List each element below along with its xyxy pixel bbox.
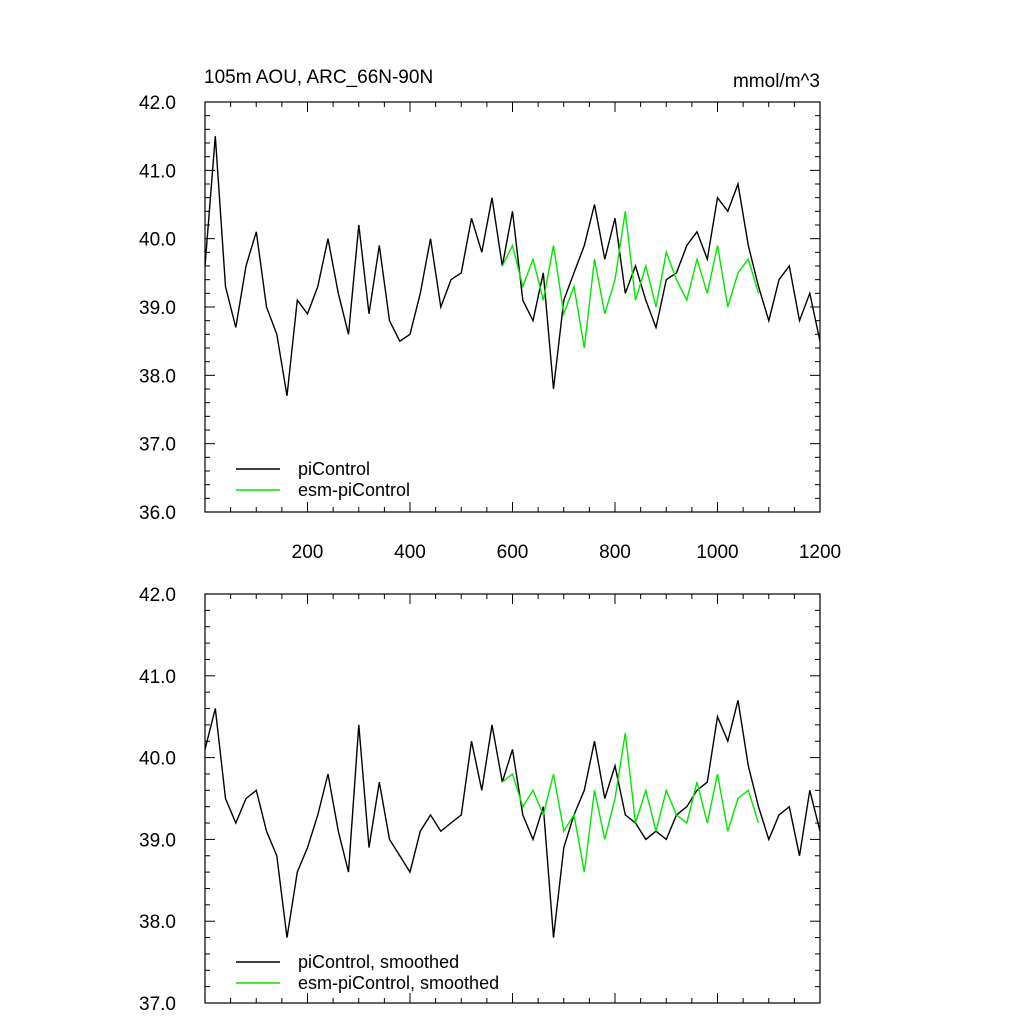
x-tick-label: 200: [292, 542, 324, 563]
y-tick-label: 40.0: [139, 749, 176, 770]
y-tick-label: 38.0: [139, 366, 176, 387]
series-line-esm-picontrol: [501, 732, 760, 873]
x-tick-label: 800: [599, 542, 631, 563]
legend-label: esm-piControl, smoothed: [298, 973, 499, 993]
y-tick-label: 37.0: [139, 994, 176, 1015]
units-label: mmol/m^3: [733, 71, 820, 92]
y-tick-label: 42.0: [139, 93, 176, 114]
y-tick-label: 41.0: [139, 667, 176, 688]
y-tick-label: 38.0: [139, 912, 176, 933]
bottom-panel: 37.0 38.0 39.0 40.0 41.0 42.0 piControl, smoot…: [139, 585, 821, 1015]
x-tick-label: 600: [497, 542, 529, 563]
y-tick-label: 39.0: [139, 830, 176, 851]
x-tick-label: 1000: [696, 542, 738, 563]
y-tick-label: 37.0: [139, 435, 176, 456]
series-line-esm-picontrol: [501, 211, 760, 349]
y-tick-label: 41.0: [139, 161, 176, 182]
y-tick-label: 40.0: [139, 230, 176, 251]
series-line-picontrol: [205, 700, 820, 938]
top-panel: 200 400 600 800 1000 1200 36.0 37.0 38.0 39.0 40.0…: [139, 93, 841, 563]
chart-title: 105m AOU, ARC_66N-90N: [204, 67, 433, 88]
y-tick-label: 42.0: [139, 585, 176, 606]
series-line-picontrol: [205, 136, 820, 396]
x-tick-label: 400: [394, 542, 426, 563]
legend-label: esm-piControl: [298, 480, 410, 500]
y-tick-label: 36.0: [139, 503, 176, 524]
y-tick-label: 39.0: [139, 298, 176, 319]
x-tick-label: 1200: [799, 542, 841, 563]
legend-label: piControl: [298, 459, 370, 479]
plot-frame: [204, 593, 821, 1004]
legend-label: piControl, smoothed: [298, 952, 459, 972]
